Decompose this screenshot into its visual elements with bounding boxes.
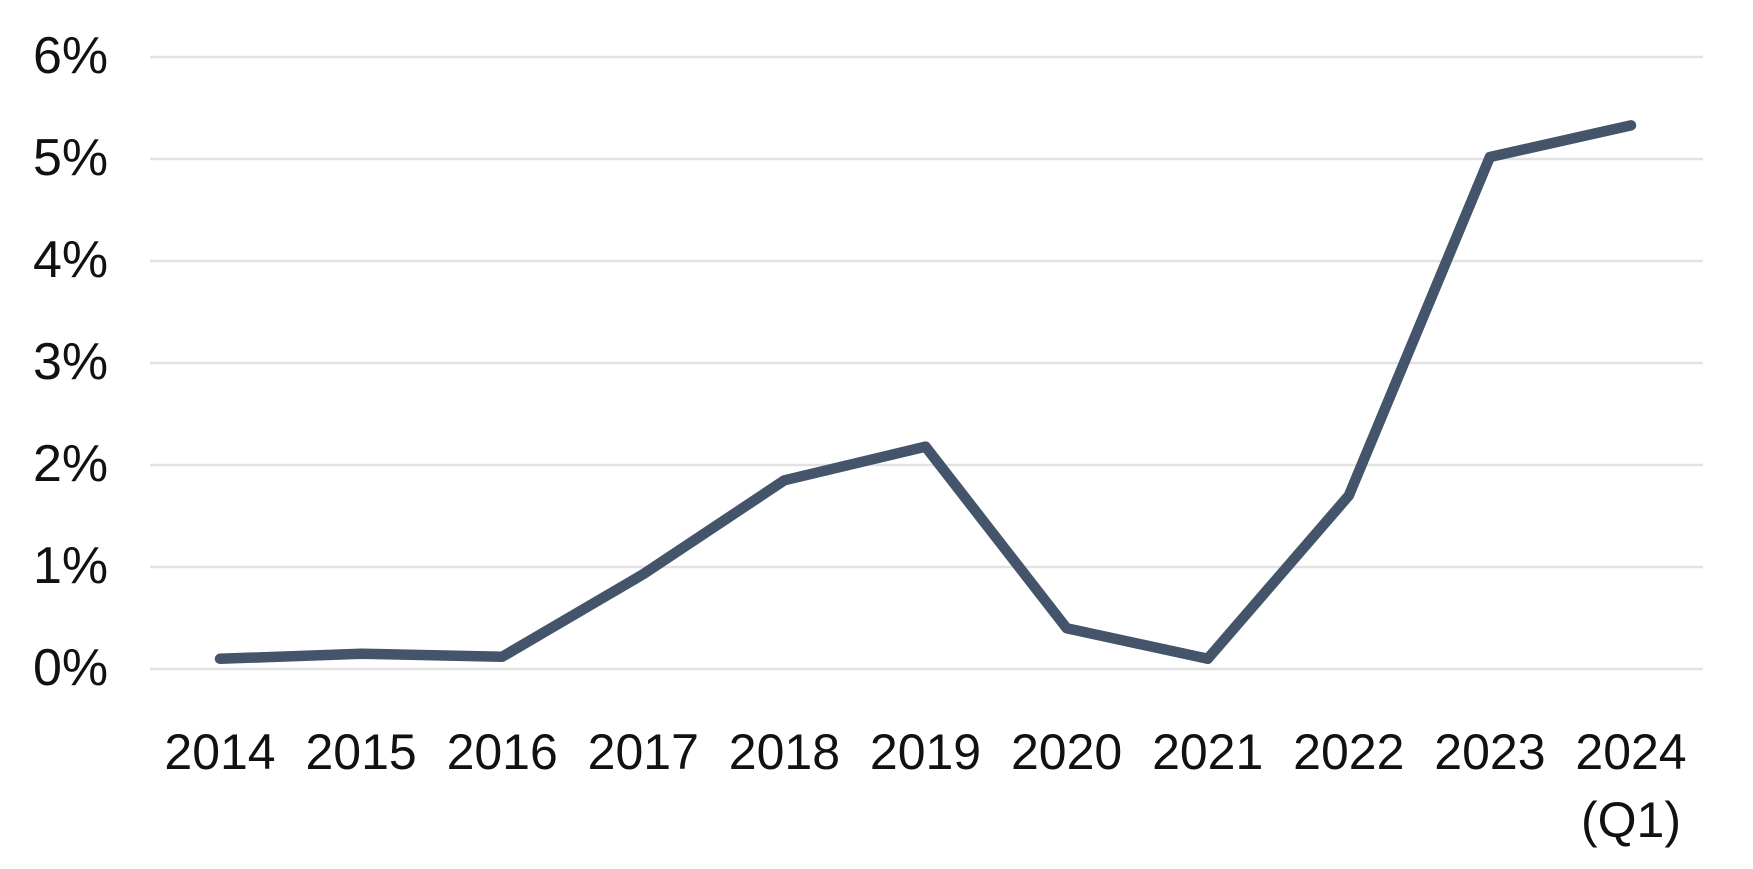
x-tick-label-2017: 2017: [587, 724, 699, 780]
x-tick-label-2015: 2015: [305, 724, 417, 780]
x-tick-label-2019: 2019: [869, 724, 982, 780]
y-tick-label-1: 1%: [33, 536, 109, 595]
x-tick-label-2024-q1: 2024 (Q1): [1575, 724, 1687, 848]
data-series-line: [214, 120, 1637, 665]
x-tick-label-2016: 2016: [446, 724, 558, 780]
x-tick-label-2020: 2020: [1010, 724, 1123, 780]
x-tick-label-2014: 2014: [164, 724, 276, 780]
y-tick-label-4: 4%: [33, 230, 109, 289]
y-tick-label-5: 5%: [33, 128, 109, 187]
x-tick-label-2022: 2022: [1293, 724, 1405, 780]
y-tick-label-2: 2%: [33, 434, 109, 493]
x-tick-label-2023: 2023: [1434, 724, 1546, 780]
x-tick-label-2018: 2018: [728, 724, 841, 780]
y-tick-label-0: 0%: [33, 638, 109, 697]
y-tick-label-6: 6%: [33, 26, 109, 85]
y-tick-label-3: 3%: [33, 332, 109, 391]
x-tick-label-2021: 2021: [1152, 724, 1264, 780]
